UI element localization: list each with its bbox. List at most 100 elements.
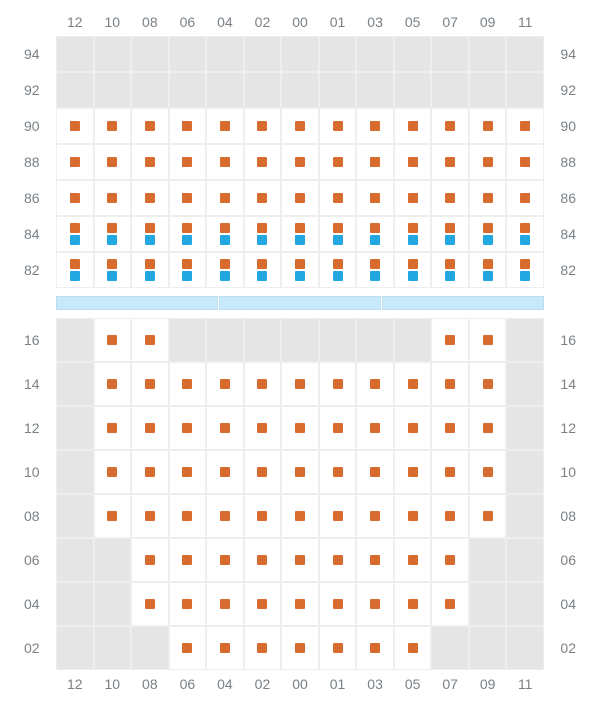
marker-orange	[333, 259, 343, 269]
grid-cell	[94, 626, 132, 670]
grid-cell	[131, 494, 169, 538]
marker-blue	[107, 235, 117, 245]
grid-cell	[206, 318, 244, 362]
grid-cell	[469, 180, 507, 216]
marker-blue	[70, 271, 80, 281]
marker-orange	[408, 223, 418, 233]
grid-cell	[169, 216, 207, 252]
row-label: 88	[560, 154, 576, 170]
grid-cell	[469, 362, 507, 406]
marker-orange	[70, 121, 80, 131]
grid-cell	[206, 144, 244, 180]
grid-cell	[431, 72, 469, 108]
marker-orange	[445, 223, 455, 233]
column-label: 00	[281, 670, 319, 698]
grid-cell	[394, 582, 432, 626]
grid-cell	[56, 626, 94, 670]
grid-cell	[394, 494, 432, 538]
grid-cell	[206, 582, 244, 626]
row-label: 88	[24, 154, 40, 170]
grid-cell	[394, 72, 432, 108]
grid-cell	[431, 318, 469, 362]
grid-cell	[131, 626, 169, 670]
row-label: 08	[24, 508, 40, 524]
column-label: 05	[394, 8, 432, 36]
column-label: 09	[469, 8, 507, 36]
marker-orange	[483, 467, 493, 477]
grid-cell	[319, 72, 357, 108]
marker-blue	[445, 235, 455, 245]
column-label: 11	[506, 8, 544, 36]
grid-cell	[281, 450, 319, 494]
grid-cell	[394, 538, 432, 582]
marker-orange	[107, 259, 117, 269]
grid-cell	[506, 318, 544, 362]
marker-orange	[145, 599, 155, 609]
marker-orange	[370, 423, 380, 433]
marker-orange	[220, 511, 230, 521]
grid-cell	[244, 180, 282, 216]
grid-cell	[94, 216, 132, 252]
grid-cell	[94, 180, 132, 216]
marker-orange	[370, 555, 380, 565]
marker-orange	[220, 599, 230, 609]
grid-cell	[244, 626, 282, 670]
grid-cell	[281, 72, 319, 108]
column-label: 08	[131, 8, 169, 36]
grid-cell	[169, 538, 207, 582]
row-label: 06	[24, 552, 40, 568]
column-label: 07	[431, 670, 469, 698]
grid-cell	[469, 36, 507, 72]
column-label: 02	[244, 8, 282, 36]
marker-orange	[445, 599, 455, 609]
row-label: 08	[560, 508, 576, 524]
row-label: 84	[560, 226, 576, 242]
grid-cell	[281, 582, 319, 626]
marker-orange	[333, 555, 343, 565]
marker-orange	[445, 467, 455, 477]
grid-cell	[356, 216, 394, 252]
grid-cell	[131, 180, 169, 216]
grid-cell	[281, 538, 319, 582]
grid-cell	[206, 538, 244, 582]
marker-blue	[333, 271, 343, 281]
grid-cell	[506, 538, 544, 582]
grid-cell	[356, 626, 394, 670]
marker-orange	[145, 335, 155, 345]
marker-orange	[333, 193, 343, 203]
marker-orange	[333, 157, 343, 167]
marker-blue	[70, 235, 80, 245]
grid-cell	[206, 108, 244, 144]
marker-orange	[408, 555, 418, 565]
grid-cell	[431, 362, 469, 406]
grid-cell	[431, 252, 469, 288]
marker-orange	[295, 555, 305, 565]
grid-cell	[506, 450, 544, 494]
marker-orange	[333, 121, 343, 131]
grid-cell	[469, 626, 507, 670]
grid-cell	[469, 216, 507, 252]
bottom-grid-region: 16161414121210100808060604040202	[12, 318, 588, 670]
marker-orange	[257, 121, 267, 131]
marker-blue	[257, 271, 267, 281]
grid-cell	[94, 362, 132, 406]
grid-cell	[131, 252, 169, 288]
marker-orange	[70, 193, 80, 203]
grid-cell	[506, 36, 544, 72]
marker-orange	[408, 121, 418, 131]
grid-cell	[56, 362, 94, 406]
grid-cell	[206, 72, 244, 108]
marker-orange	[408, 511, 418, 521]
grid-cell	[469, 494, 507, 538]
marker-orange	[295, 599, 305, 609]
marker-orange	[483, 121, 493, 131]
marker-orange	[445, 379, 455, 389]
marker-orange	[483, 157, 493, 167]
grid-cell	[94, 406, 132, 450]
row-label: 82	[560, 262, 576, 278]
grid-cell	[356, 362, 394, 406]
marker-blue	[333, 235, 343, 245]
grid-cell	[356, 318, 394, 362]
marker-orange	[370, 121, 380, 131]
grid-cell	[131, 216, 169, 252]
